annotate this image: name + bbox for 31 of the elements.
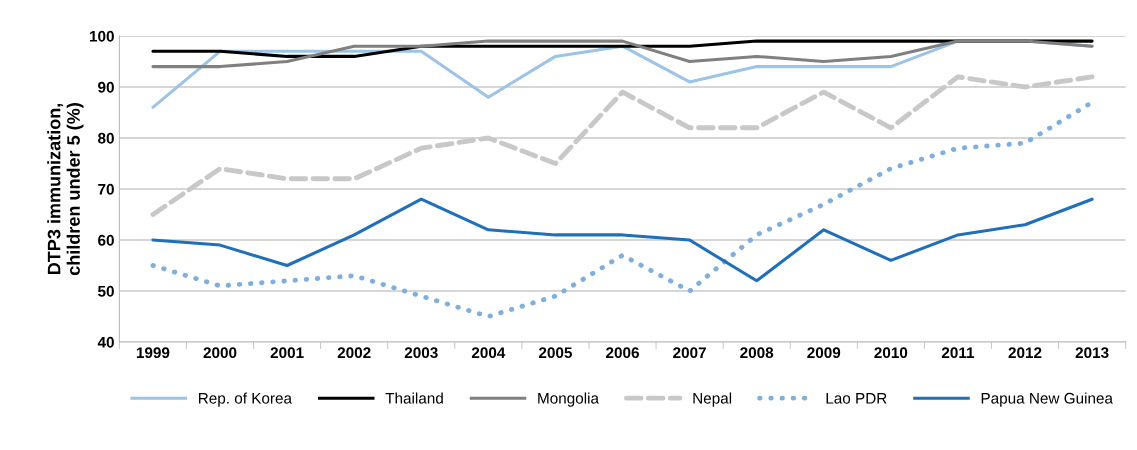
x-tick-label: 2006 — [606, 347, 639, 359]
y-tick-label: 50 — [98, 285, 114, 297]
x-tick-label: 2002 — [337, 347, 371, 359]
x-tick-label: 2009 — [807, 347, 841, 359]
line-series — [151, 197, 1094, 283]
x-tick-label: 2004 — [471, 347, 506, 359]
x-tick-label: 2012 — [1008, 347, 1042, 359]
y-tick-label: 40 — [97, 336, 114, 348]
legend-label: Lao PDR — [826, 393, 887, 404]
x-tick-label: 1999 — [136, 347, 170, 359]
y-tick-label: 70 — [98, 183, 114, 195]
legend-label: Papua New Guinea — [981, 392, 1113, 407]
x-tick-label: 2013 — [1075, 347, 1109, 359]
x-tick-label: 2001 — [270, 347, 304, 359]
y-tick-label: 90 — [98, 81, 114, 93]
x-tick-label: 2011 — [941, 347, 975, 359]
x-tick-label: 2005 — [538, 347, 572, 359]
line-series — [151, 39, 1094, 69]
legend-label: Mongolia — [538, 392, 599, 407]
x-tick-label: 2010 — [874, 347, 908, 359]
x-tick-label: 2008 — [740, 347, 774, 359]
y-tick-label: 100 — [90, 30, 114, 42]
legend-label: Rep. of Korea — [199, 392, 293, 407]
legend-label: Thailand — [385, 392, 443, 404]
y-axis-title: DTP3 immunization, children under 5 (%) — [47, 103, 84, 276]
x-tick-label: 2000 — [203, 347, 237, 359]
y-tick-label: 60 — [98, 234, 114, 246]
y-tick-label: 80 — [98, 132, 114, 144]
x-tick-label: 2003 — [404, 347, 438, 359]
legend-label: Nepal — [693, 392, 732, 407]
x-tick-label: 2007 — [673, 347, 706, 359]
